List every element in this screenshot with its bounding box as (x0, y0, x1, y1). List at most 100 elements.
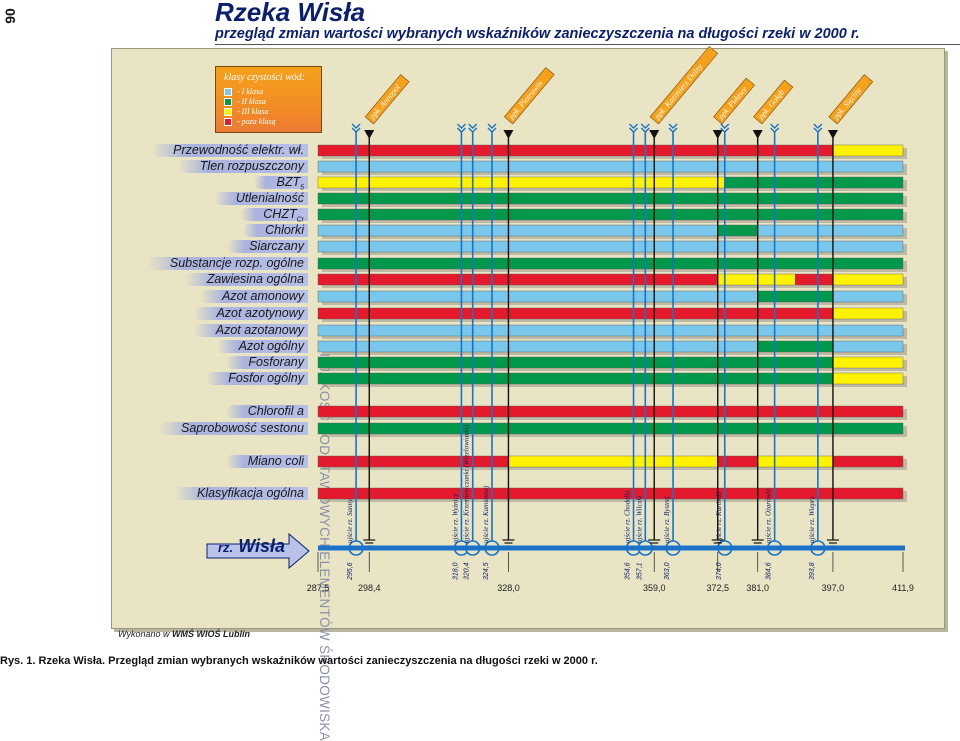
tributary-km-label: 384,6 (766, 562, 773, 580)
chevron-down-icon (456, 123, 466, 129)
river-name-main: Wisła (238, 536, 286, 556)
tributary-km-label: 363,0 (664, 562, 671, 580)
param-label-tlen-rozpuszczony: Tlen rozpuszczony (177, 160, 308, 173)
tributary-label: ujście rz. Chodelki (624, 491, 632, 543)
station-label: ppk. Gołąb (756, 88, 786, 122)
bar-segment-zawiesina-ogolna-2 (717, 273, 796, 286)
header-divider (215, 44, 960, 45)
bar-segment-azot-azotynowy-2 (832, 307, 904, 320)
km-tick-label: 397,0 (822, 583, 845, 593)
bar-segment-przewodnosc-elektr-wl-1 (317, 144, 834, 157)
bar-segment-fosfor-ogolny-1 (317, 372, 834, 385)
bar-segment-chlorki-3 (757, 224, 904, 237)
legend-swatch-class-1 (224, 88, 232, 96)
station-label: ppk. Puławy (716, 85, 749, 122)
km-tick-label: 411,9 (892, 583, 914, 593)
tributary-label: ujście rz. Krzemieniczanki (Wrzelowianki… (463, 424, 471, 543)
param-label-klasyfikacja-ogolna: Klasyfikacja ogólna (174, 487, 308, 500)
legend-swatch-out-of-class (224, 118, 232, 126)
station-label-group: ppk. Kazimierz Dolny (649, 45, 719, 125)
tributary-km-label: 295,6 (347, 562, 354, 581)
credit-org: WMŚ WIOŚ Lublin (172, 629, 251, 639)
chevron-down-icon (351, 123, 361, 129)
param-label-przewodnosc-elektr-wl: Przewodność elektr. wł. (151, 144, 308, 157)
chevron-down-icon (813, 123, 823, 129)
tributary-km-label: 354,6 (625, 562, 632, 580)
bar-segment-zawiesina-ogolna-4 (832, 273, 904, 286)
river-name-prefix: rz. (218, 540, 234, 555)
param-label-miano-coli: Miano coli (225, 455, 308, 468)
page-title: Rzeka Wisła (215, 0, 366, 27)
chevron-down-icon (770, 127, 780, 133)
station-label: ppk. Piotrawin (506, 79, 544, 122)
legend-title: klasy czystości wód: (224, 72, 306, 83)
tributary-label: ujście rz. Kamiennej (482, 486, 490, 543)
legend-item-class-1: - I klasa (224, 87, 313, 97)
chevron-down-icon (468, 123, 478, 129)
chevron-down-icon (629, 127, 639, 133)
bar-segment-azot-azotanowy-1 (317, 324, 904, 337)
chevron-down-icon (770, 123, 780, 129)
bar-segment-azot-azotynowy-1 (317, 307, 834, 320)
bar-segment-miano-coli-2 (508, 455, 718, 468)
bar-segment-siarczany-1 (317, 240, 904, 253)
station-label-group: ppk. Annopol (364, 74, 410, 125)
tributary-label: ujście rz. Bystrej (663, 496, 671, 543)
chevron-down-icon (487, 127, 497, 133)
station-flag-icon (503, 130, 514, 139)
bar-segment-substancje-rozp-ogolne-1 (317, 257, 904, 270)
chevron-down-icon (813, 127, 823, 133)
bar-segment-azot-amonowy-2 (757, 290, 834, 303)
legend-item-class-3: - III klasa (224, 107, 313, 117)
param-label-azot-azotanowy: Azot azotanowy (193, 324, 308, 337)
station-label: ppk. Kazimierz Dolny (652, 62, 705, 122)
page-subtitle: przegląd zmian wartości wybranych wskaźn… (215, 26, 860, 42)
river-name: rz. Wisła (218, 536, 285, 557)
km-tick-label: 381,0 (746, 583, 769, 593)
station-label: ppk. Sięciny (831, 85, 864, 122)
chevron-down-icon (640, 127, 650, 133)
station-label-group: ppk. Sięciny (828, 74, 874, 125)
chevron-down-icon (720, 123, 730, 129)
legend-swatch-class-2 (224, 98, 232, 106)
bar-segment-utlenialnosc-1 (317, 192, 904, 205)
tributary-label: ujście rz. Kurówki (715, 492, 723, 543)
station-label-bg (713, 77, 755, 125)
station-flag-icon (712, 130, 723, 139)
station-label: ppk. Annopol (367, 82, 402, 122)
station-label-bg (364, 74, 410, 125)
station-label-bg (828, 74, 874, 125)
bar-segment-fosforany-1 (317, 356, 834, 369)
legend: klasy czystości wód: - I klasa - II klas… (215, 66, 322, 133)
bar-segment-azot-amonowy-1 (317, 290, 758, 303)
param-label-chlorofil-a: Chlorofil a (225, 405, 308, 418)
station-label-group: ppk. Piotrawin (503, 67, 555, 125)
chevron-down-icon (468, 127, 478, 133)
param-label-substancje-rozp-ogolne: Substancje rozp. ogólne (147, 257, 308, 270)
tributary-km-label: 357,1 (636, 562, 643, 580)
chevron-down-icon (668, 127, 678, 133)
param-label-utlenialnosc: Utlenialność (213, 192, 308, 205)
credit-prefix: Wykonano w (118, 629, 173, 639)
legend-item-class-2: - II klasa (224, 97, 313, 107)
tributary-label: ujście rz. Ożarówki (765, 489, 773, 543)
bar-segment-azot-ogolny-3 (832, 340, 904, 353)
param-label-azot-amonowy: Azot amonowy (200, 290, 308, 303)
param-label-subscript: Cr (296, 216, 304, 224)
param-label-subscript: 5 (300, 184, 304, 192)
bar-segment-tlen-rozpuszczony-1 (317, 160, 904, 173)
legend-label-class-3: - III klasa (237, 107, 269, 116)
tributary-label: ujście rz. Sanny (346, 498, 354, 543)
km-tick-label: 359,0 (643, 583, 666, 593)
param-label-fosfor-ogolny: Fosfor ogólny (206, 372, 308, 385)
chevron-down-icon (668, 123, 678, 129)
river-chart: ujście rz. Sanny 295,6 ujście rz. Wyżnicy 3… (307, 45, 914, 593)
tributary-km-label: 320,4 (464, 562, 471, 580)
arrow-shape (206, 532, 310, 570)
river-arrow-badge (206, 532, 310, 570)
tributary-label: ujście rz. Wieprz (808, 496, 816, 543)
tributary-label: ujście rz. Wilczki (635, 496, 643, 543)
param-label-chzt: CHZTCr (241, 208, 308, 224)
param-label-azot-azotynowy: Azot azotynowy (194, 307, 308, 320)
bar-segment-saprobowosc-sestonu-1 (317, 422, 904, 435)
